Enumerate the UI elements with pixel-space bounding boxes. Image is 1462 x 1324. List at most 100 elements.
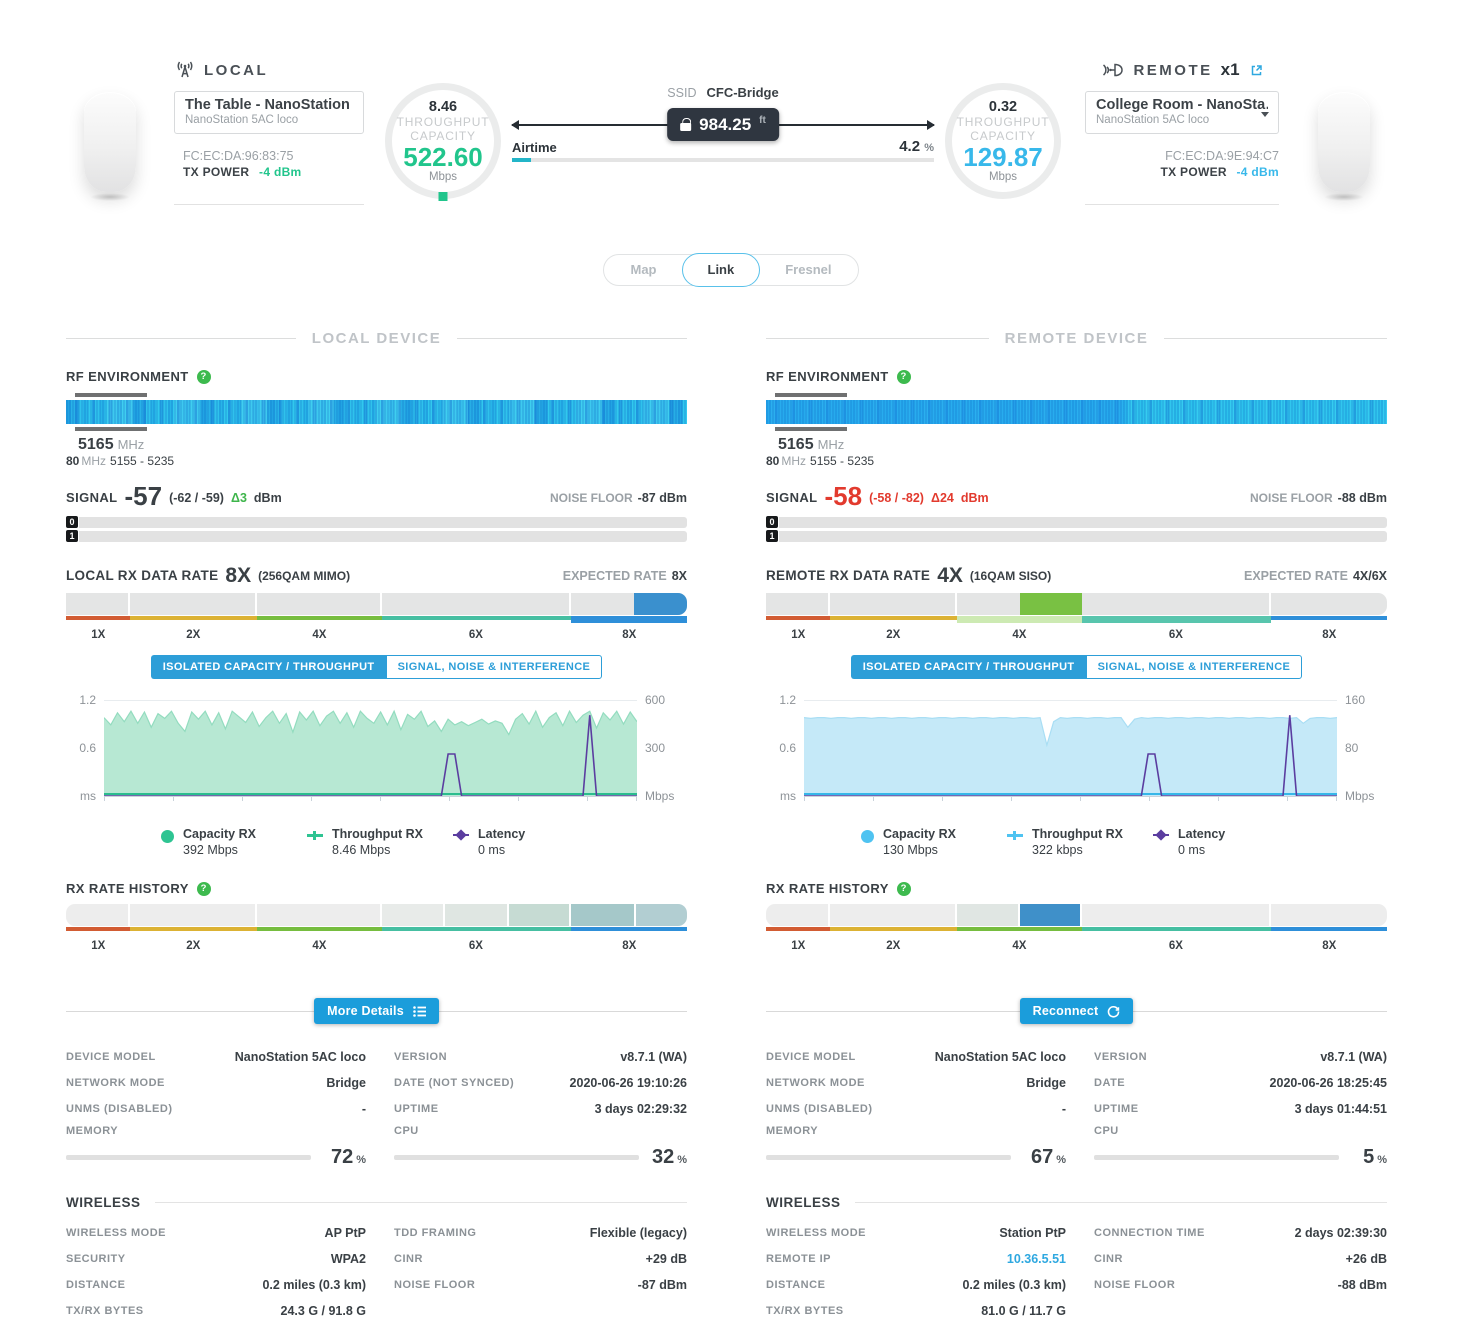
local-device-name: The Table - NanoStation — [185, 97, 350, 113]
rate-label: LOCAL RX DATA RATE — [66, 568, 219, 583]
distance-badge: 984.25 ft — [667, 108, 779, 141]
remote-gauge-unit: Mbps — [988, 171, 1018, 183]
remote-tx-power-value: -4 dBm — [1236, 165, 1279, 179]
spectrum-bar — [66, 400, 687, 424]
signal-label: SIGNAL — [766, 490, 818, 505]
remote-device-panel: REMOTE DEVICE RF ENVIRONMENT ? 5165 MHz 8… — [766, 330, 1387, 1324]
history-ticks: 1X 2X 4X 6X 8X — [791, 940, 1337, 952]
memory-metric: MEMORY 72% — [66, 1125, 366, 1168]
local-rx-rate-header: LOCAL RX DATA RATE 8X (256QAM MIMO) EXPE… — [66, 564, 687, 587]
local-throughput-gauge: 8.46 THROUGHPUT CAPACITY 522.60 Mbps — [385, 83, 501, 201]
expected-rate: EXPECTED RATE 8X — [562, 569, 687, 583]
local-gauge-throughput: 8.46 — [428, 99, 458, 115]
help-icon[interactable]: ? — [196, 881, 211, 896]
chain-1: 1 — [766, 530, 1387, 542]
rate-value: 4X — [937, 564, 963, 587]
remote-gauge-label2: CAPACITY — [970, 129, 1036, 143]
tab-link[interactable]: Link — [681, 253, 761, 287]
help-icon[interactable]: ? — [896, 369, 911, 384]
rate-modulation: (16QAM SISO) — [969, 569, 1052, 583]
expected-rate: EXPECTED RATE 4X/6X — [1243, 569, 1387, 583]
help-icon[interactable]: ? — [196, 369, 211, 384]
local-gauge-label1: THROUGHPUT — [396, 115, 490, 129]
local-chain-bars: 0 1 — [66, 516, 687, 542]
external-link-icon[interactable] — [1250, 64, 1263, 77]
channel-bracket-top — [775, 393, 847, 397]
tab-isolated-capacity[interactable]: ISOLATED CAPACITY / THROUGHPUT — [850, 655, 1086, 679]
ssid-label: SSID — [667, 86, 697, 100]
reconnect-button[interactable]: Reconnect — [1019, 998, 1134, 1024]
link-zone: SSID CFC-Bridge 984.25 ft Airtime 4.2 % — [511, 85, 935, 162]
local-frequency-info: 5165 MHz 80 MHz 5155 - 5235 — [66, 436, 175, 468]
local-signal-row: SIGNAL -57 (-62 / -59) Δ3 dBm NOISE FLOO… — [66, 481, 687, 511]
remote-noise-floor: NOISE FLOOR -88 dBm — [1250, 491, 1387, 505]
remote-device-model: NanoStation 5AC loco — [1096, 114, 1210, 126]
y-axis-left: 1.2 0.6 ms — [779, 693, 796, 803]
tab-signal-noise[interactable]: SIGNAL, NOISE & INTERFERENCE — [1085, 655, 1303, 679]
signal-value: -58 — [824, 481, 863, 511]
remote-count: x1 — [1220, 60, 1240, 79]
remote-device-mac: FC:EC:DA:9E:94:C7 — [1165, 149, 1279, 163]
local-rate-bar: 1X 2X 4X 6X 8X — [66, 593, 687, 643]
remote-throughput-chart: 1.2 0.6 ms 160 80 Mbps — [766, 691, 1387, 807]
local-divider — [174, 204, 364, 205]
tab-isolated-capacity[interactable]: ISOLATED CAPACITY / THROUGHPUT — [150, 655, 386, 679]
signal-value: -57 — [124, 481, 163, 511]
remote-rate-history-bar: 1X 2X 4X 6X 8X — [766, 904, 1387, 954]
legend-throughput: Throughput RX 8.46 Mbps — [307, 827, 453, 857]
chain-1-badge: 1 — [766, 530, 778, 542]
rate-ticks: 1X 2X 4X 6X 8X — [91, 629, 637, 641]
local-gauge-capacity: 522.60 — [403, 142, 483, 172]
local-panel-title: LOCAL DEVICE — [66, 330, 687, 347]
remote-signal-row: SIGNAL -58 (-58 / -82) Δ24 dBm NOISE FLO… — [766, 481, 1387, 511]
local-device-details: DEVICE MODEL NanoStation 5AC loco VERSION… — [66, 1050, 687, 1168]
local-device-photo — [84, 92, 136, 201]
latency-marker-icon — [453, 830, 469, 841]
tab-fresnel[interactable]: Fresnel — [785, 262, 832, 277]
local-action-row: More Details — [66, 998, 687, 1024]
remote-chart-legend: Capacity RX 130 Mbps Throughput RX 322 kbp… — [861, 827, 1387, 857]
rate-value: 8X — [225, 564, 252, 587]
remote-section-label: REMOTE — [1133, 61, 1213, 79]
y-axis-right: 160 80 Mbps — [1345, 693, 1375, 803]
remote-ip-link[interactable]: 10.36.5.51 — [1006, 1252, 1066, 1266]
signal-unit: dBm — [253, 491, 282, 505]
remote-gauge-throughput: 0.32 — [988, 99, 1018, 115]
list-icon — [413, 1005, 426, 1017]
distance-unit: ft — [759, 115, 766, 126]
signal-unit: dBm — [960, 491, 989, 505]
tab-signal-noise[interactable]: SIGNAL, NOISE & INTERFERENCE — [385, 655, 603, 679]
local-gauge-label2: CAPACITY — [410, 129, 476, 143]
tab-map[interactable]: Map — [630, 262, 657, 277]
chart-plot-area — [104, 691, 637, 807]
remote-section-header: REMOTE x1 — [1085, 60, 1279, 80]
rate-label: REMOTE RX DATA RATE — [766, 568, 931, 583]
remote-tx-power-label: TX POWER — [1160, 165, 1227, 179]
cpu-metric: CPU 5% — [1094, 1125, 1387, 1168]
local-rf-spectrum — [66, 393, 687, 431]
remote-chain-bars: 0 1 — [766, 516, 1387, 542]
current-rate-fill — [634, 593, 687, 615]
channel-bracket-top — [75, 393, 147, 397]
legend-latency: Latency 0 ms — [1153, 827, 1299, 857]
throughput-marker-icon — [307, 831, 323, 840]
remote-device-selector[interactable]: College Room - NanoSta… NanoStation 5AC … — [1085, 91, 1279, 134]
remote-device-details: DEVICE MODEL NanoStation 5AC loco VERSION… — [766, 1050, 1387, 1168]
ssid-value: CFC-Bridge — [706, 85, 779, 100]
local-device-panel: LOCAL DEVICE RF ENVIRONMENT ? 5165 MHz 80… — [66, 330, 687, 1324]
local-throughput-chart: 1.2 0.6 ms 600 300 Mbps — [66, 691, 687, 807]
legend-capacity: Capacity RX 130 Mbps — [861, 827, 1007, 857]
remote-wireless-details: WIRELESS MODE Station PtP CONNECTION TIME… — [766, 1226, 1387, 1318]
remote-action-row: Reconnect — [766, 998, 1387, 1024]
more-details-button[interactable]: More Details — [314, 998, 439, 1024]
local-tx-power-value: -4 dBm — [259, 165, 302, 179]
help-icon[interactable]: ? — [896, 881, 911, 896]
chain-1: 1 — [66, 530, 687, 542]
remote-chart-tabs: ISOLATED CAPACITY / THROUGHPUT SIGNAL, N… — [766, 655, 1387, 679]
chain-1-badge: 1 — [66, 530, 78, 542]
y-axis-left: 1.2 0.6 ms — [79, 693, 96, 803]
legend-capacity: Capacity RX 392 Mbps — [161, 827, 307, 857]
memory-metric: MEMORY 67% — [766, 1125, 1066, 1168]
latency-marker-icon — [1153, 830, 1169, 841]
distance-value: 984.25 — [699, 114, 752, 134]
